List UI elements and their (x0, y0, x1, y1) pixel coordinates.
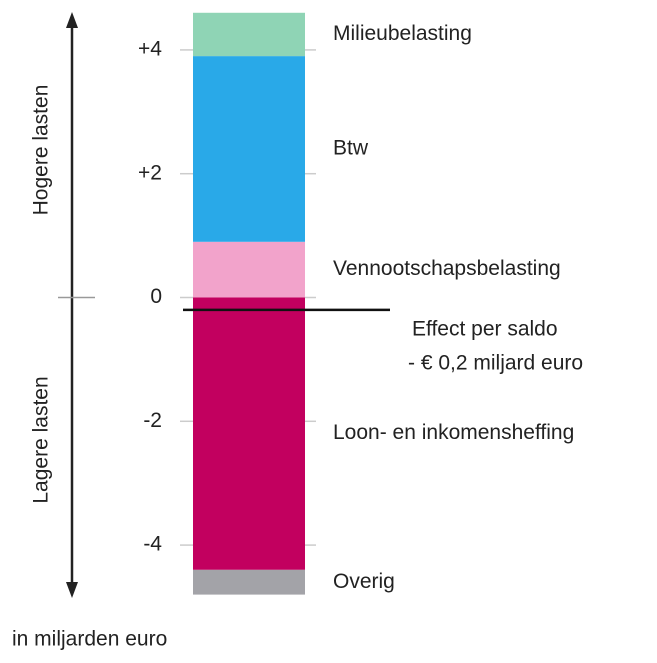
y-tick-label: +2 (138, 161, 162, 184)
segment-label: Overig (333, 570, 395, 593)
bar-segment (193, 569, 305, 595)
arrow-up (66, 12, 78, 28)
net-annotation: Effect per saldo (412, 317, 558, 340)
segment-label: Loon- en inkomensheffing (333, 421, 574, 444)
y-tick-label: -2 (143, 409, 162, 432)
y-tick-label: -4 (143, 533, 162, 556)
net-annotation: - € 0,2 miljard euro (408, 351, 583, 374)
segment-label: Vennootschapsbelasting (333, 257, 561, 280)
y-tick-label: +4 (138, 37, 162, 60)
segment-label: Milieubelasting (333, 22, 472, 45)
arrow-down (66, 582, 78, 598)
side-label-up: Hogere lasten (30, 85, 53, 216)
bar-segment (193, 297, 305, 570)
segment-label: Btw (333, 136, 369, 159)
bar-segment (193, 241, 305, 298)
y-tick-label: 0 (150, 285, 162, 308)
side-label-down: Lagere lasten (30, 376, 53, 503)
bar-segment (193, 56, 305, 242)
bar-segment (193, 12, 305, 57)
unit-label: in miljarden euro (12, 628, 167, 651)
